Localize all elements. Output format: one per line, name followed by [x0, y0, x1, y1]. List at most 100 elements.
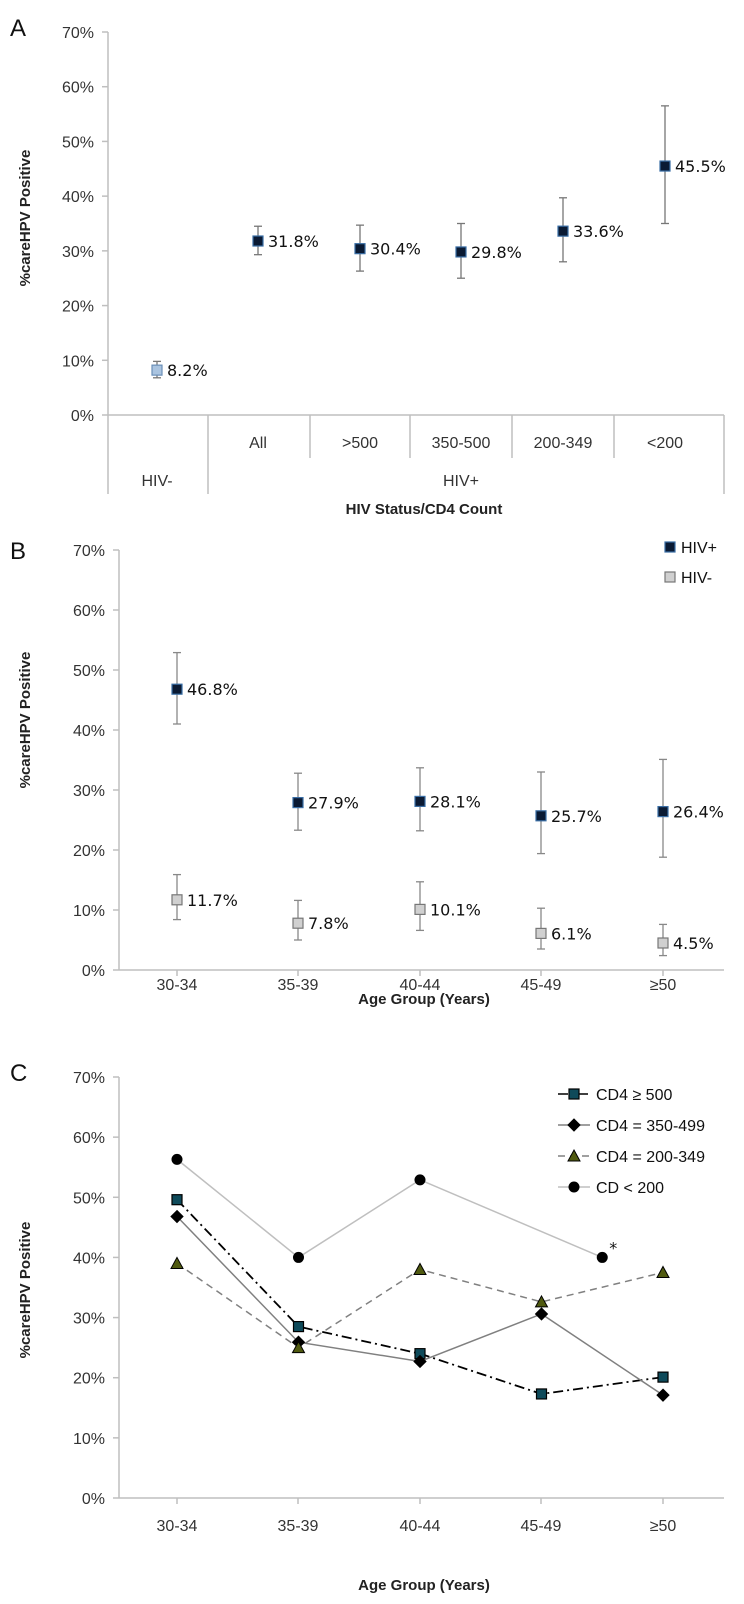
- data-label: 31.8%: [268, 232, 319, 251]
- data-point: [413, 1354, 427, 1369]
- panel-c: C 0% 10% 20% 30% 40% 50% 60% 70% 30-34 35-39 40-44…: [10, 1060, 724, 1594]
- y-tick-label: 40%: [62, 189, 94, 206]
- legend-label: CD4 = 200-349: [596, 1149, 705, 1166]
- panel-letter-c: C: [10, 1060, 27, 1087]
- data-label: 28.1%: [430, 792, 481, 811]
- data-point: [171, 1194, 183, 1206]
- data-point: [659, 160, 671, 172]
- x-group-label-hiv-neg: HIV-: [141, 473, 172, 490]
- data-label: 29.8%: [471, 243, 522, 262]
- annotation-asterisk: *: [609, 1238, 617, 1257]
- legend-marker: [568, 1181, 580, 1193]
- data-point: [656, 1388, 670, 1402]
- data-point: [657, 937, 669, 949]
- data-point: [292, 1320, 305, 1333]
- data-point: [171, 1153, 183, 1165]
- x-tick-label: ≥50: [650, 977, 677, 994]
- data-label: 30.4%: [370, 240, 421, 259]
- y-tick-label: 20%: [73, 1371, 105, 1388]
- data-point: [413, 1262, 427, 1275]
- data-point: [534, 1307, 549, 1321]
- x-tick-label: 30-34: [157, 977, 198, 994]
- x-tick-label: All: [249, 435, 267, 452]
- y-tick-label: 10%: [62, 353, 94, 370]
- x-tick-label: 40-44: [400, 1518, 441, 1535]
- data-point: [171, 683, 183, 695]
- y-tick-label: 50%: [73, 1190, 105, 1207]
- data-point: [657, 805, 669, 818]
- panel-b: B 0% 10% 20% 30% 40% 50% 60% 70% 30-34 35-39 40-44…: [10, 538, 724, 1008]
- y-tick-label: 40%: [73, 1250, 105, 1267]
- y-tick-label: 0%: [82, 1491, 105, 1508]
- data-point: [657, 1371, 669, 1383]
- y-axis-title-c: %careHPV Positive: [17, 1222, 34, 1359]
- x-tick-label: 200-349: [534, 435, 593, 452]
- legend-label: HIV-: [681, 570, 712, 587]
- y-tick-label: 30%: [73, 783, 105, 800]
- data-label: 26.4%: [673, 803, 724, 822]
- data-point: [535, 810, 547, 822]
- panel-letter-a: A: [10, 15, 26, 42]
- data-point: [293, 1251, 304, 1263]
- legend-label: CD < 200: [596, 1180, 664, 1197]
- data-label: 25.7%: [551, 807, 602, 826]
- data-label: 27.9%: [308, 794, 359, 813]
- legend-marker: [567, 1118, 581, 1132]
- data-point: [535, 927, 547, 940]
- data-point: [535, 1388, 548, 1400]
- y-tick-label: 0%: [82, 963, 105, 980]
- y-tick-label: 70%: [62, 25, 94, 42]
- data-label: 10.1%: [430, 900, 481, 919]
- legend-marker: [664, 571, 676, 583]
- legend-label: HIV+: [681, 540, 717, 557]
- y-axis-title-a: %careHPV Positive: [17, 150, 34, 287]
- data-point: [455, 246, 467, 258]
- data-point: [252, 235, 264, 247]
- x-tick-label: 35-39: [278, 1518, 319, 1535]
- data-point: [354, 243, 366, 255]
- data-point: [292, 917, 304, 929]
- y-tick-label: 20%: [73, 843, 105, 860]
- data-label: 7.8%: [308, 914, 349, 933]
- y-tick-label: 60%: [73, 1130, 105, 1147]
- y-axis-title-b: %careHPV Positive: [17, 652, 34, 789]
- x-tick-label: <200: [647, 435, 683, 452]
- x-tick-label: 30-34: [157, 1518, 198, 1535]
- data-point: [414, 1174, 426, 1186]
- data-point: [170, 1256, 184, 1269]
- y-tick-label: 60%: [73, 603, 105, 620]
- data-point: [656, 1265, 670, 1278]
- x-tick-label: 45-49: [521, 977, 562, 994]
- data-point: [557, 225, 569, 237]
- x-axis-title-a: HIV Status/CD4 Count: [346, 501, 503, 518]
- data-point: [534, 1294, 549, 1308]
- y-tick-label: 70%: [73, 1070, 105, 1087]
- data-point: [414, 795, 426, 808]
- data-point: [171, 894, 183, 906]
- y-tick-label: 40%: [73, 723, 105, 740]
- y-tick-label: 10%: [73, 903, 105, 920]
- y-tick-label: 30%: [73, 1311, 105, 1328]
- panel-a: A 0% 10% 20% 30% 40% 50% 60% 70% All >500 350-500 2…: [10, 15, 726, 518]
- series-line: [176, 1158, 603, 1259]
- data-label: 4.5%: [673, 934, 714, 953]
- y-tick-label: 20%: [62, 299, 94, 316]
- panel-letter-b: B: [10, 538, 26, 565]
- x-group-label-hiv-pos: HIV+: [443, 473, 479, 490]
- y-tick-label: 50%: [73, 663, 105, 680]
- x-tick-label: >500: [342, 435, 378, 452]
- y-tick-label: 0%: [71, 408, 94, 425]
- y-tick-label: 50%: [62, 134, 94, 151]
- x-tick-label: 350-500: [432, 435, 491, 452]
- data-label: 8.2%: [167, 361, 208, 380]
- legend-marker: [568, 1088, 580, 1100]
- x-axis-title-c: Age Group (Years): [358, 1577, 490, 1594]
- x-tick-label: 45-49: [521, 1518, 562, 1535]
- legend-label: CD4 = 350-499: [596, 1118, 705, 1135]
- series-line: [176, 1216, 664, 1396]
- data-label: 11.7%: [187, 891, 238, 910]
- data-point: [292, 796, 304, 809]
- data-label: 6.1%: [551, 924, 592, 943]
- data-label: 45.5%: [675, 157, 726, 176]
